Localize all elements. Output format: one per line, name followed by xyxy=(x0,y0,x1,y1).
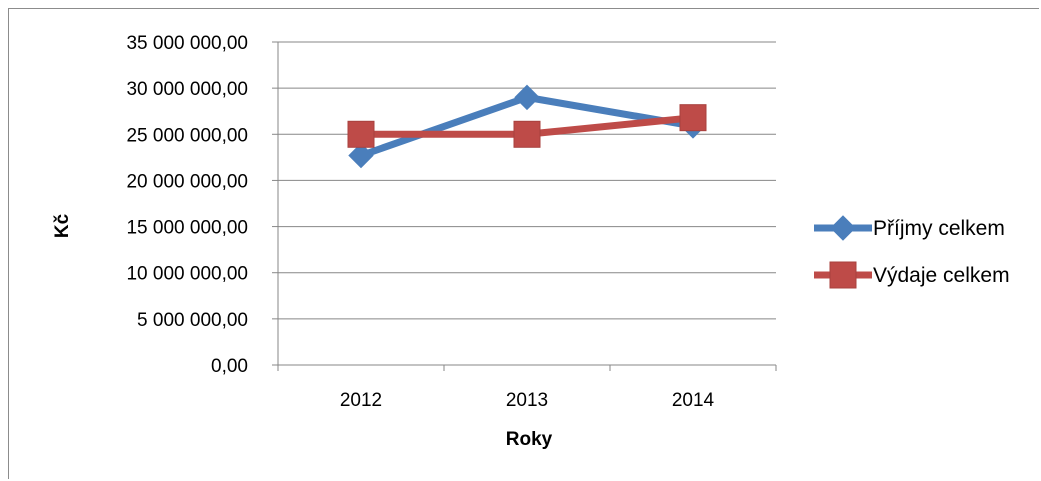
data-point-marker xyxy=(679,104,707,132)
series xyxy=(347,84,707,169)
x-tick-label: 2012 xyxy=(340,390,382,411)
y-axis-title: Kč xyxy=(52,213,73,238)
legend-label: Příjmy celkem xyxy=(873,217,1005,240)
legend-diamond-marker xyxy=(830,215,856,241)
y-tick-label: 30 000 000,00 xyxy=(126,79,248,100)
y-tick-label: 25 000 000,00 xyxy=(126,125,248,146)
data-point-marker xyxy=(348,142,374,169)
y-tick-label: 0,00 xyxy=(211,356,248,377)
y-tick-label: 35 000 000,00 xyxy=(126,33,248,54)
chart-frame xyxy=(8,8,1039,479)
y-tick-label: 15 000 000,00 xyxy=(126,218,248,239)
legend-square-marker xyxy=(829,261,857,289)
data-point-marker xyxy=(514,84,540,111)
data-point-marker xyxy=(513,120,541,148)
legend-item: Výdaje celkem xyxy=(814,261,1010,289)
x-tick-labels: 2012 2013 2014 xyxy=(340,390,715,411)
y-tick-label: 10 000 000,00 xyxy=(126,264,248,285)
legend-item: Příjmy celkem xyxy=(814,215,1005,241)
y-tick-label: 20 000 000,00 xyxy=(126,171,248,192)
x-axis-title: Roky xyxy=(506,429,553,450)
gridlines xyxy=(278,41,776,320)
legend-label: Výdaje celkem xyxy=(873,264,1010,287)
axes xyxy=(272,41,777,371)
y-tick-label: 5 000 000,00 xyxy=(137,310,248,331)
x-tick-label: 2013 xyxy=(506,390,548,411)
data-point-marker xyxy=(347,120,375,148)
y-tick-labels: 0,00 5 000 000,00 10 000 000,00 15 000 000,… xyxy=(126,33,248,377)
x-tick-label: 2014 xyxy=(672,390,715,411)
legend: Příjmy celkem Výdaje celkem xyxy=(814,215,1010,289)
series-2 xyxy=(347,104,707,148)
